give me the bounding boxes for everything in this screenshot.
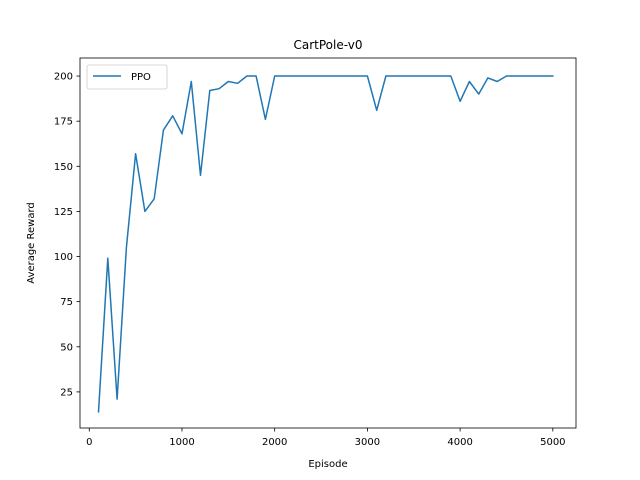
y-tick-label: 25 (60, 387, 73, 398)
y-tick-label: 175 (54, 117, 73, 128)
chart-title: CartPole-v0 (294, 38, 363, 52)
x-tick-label: 4000 (447, 437, 472, 448)
x-tick-label: 3000 (355, 437, 380, 448)
y-tick-label: 50 (60, 342, 73, 353)
legend-box (86, 64, 168, 90)
y-tick-label: 125 (54, 207, 73, 218)
x-tick-label: 0 (86, 437, 92, 448)
plot-area (79, 57, 577, 429)
x-tick-label: 2000 (262, 437, 287, 448)
series-line-ppo (97, 75, 554, 413)
y-tick-label: 200 (54, 72, 73, 83)
series-layer (97, 75, 554, 413)
x-axis: 0 1000 2000 3000 4000 5000 (86, 428, 566, 448)
y-axis-title: Average Reward (26, 202, 37, 283)
y-tick-label: 150 (54, 162, 73, 173)
x-axis-title: Episode (308, 459, 347, 470)
legend-label-ppo: PPO (131, 72, 151, 83)
legend: PPO (86, 64, 168, 90)
x-tick-label: 5000 (540, 437, 565, 448)
y-tick-label: 75 (60, 297, 73, 308)
y-axis: 25 50 75 100 125 150 175 200 (54, 72, 80, 398)
plot-frame (79, 57, 577, 429)
y-tick-label: 100 (54, 252, 73, 263)
x-tick-label: 1000 (169, 437, 194, 448)
